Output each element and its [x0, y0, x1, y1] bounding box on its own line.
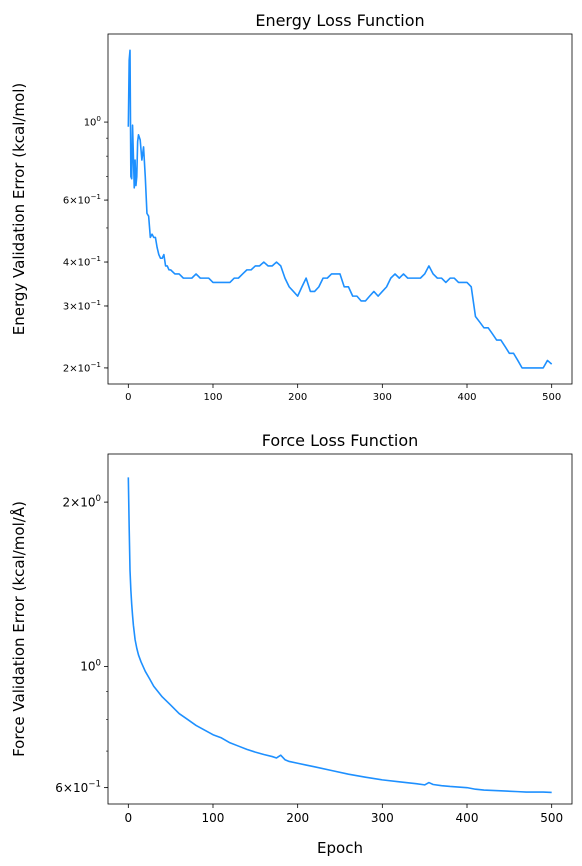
y-axis-label: Energy Validation Error (kcal/mol): [10, 83, 28, 335]
y-tick-exponent: −1: [88, 779, 101, 789]
force-chart: Force Loss Function Force Validation Erro…: [9, 431, 573, 857]
y-tick-mantissa: 6×: [63, 196, 78, 207]
series-line: [127, 49, 553, 369]
y-tick-exponent: −1: [90, 298, 101, 307]
x-tick-label: 500: [540, 811, 563, 825]
x-tick-label: 200: [288, 392, 307, 403]
y-tick-label: 3×10−1: [63, 298, 101, 313]
x-tick-label: 100: [203, 392, 222, 403]
y-tick-exponent: 0: [96, 494, 102, 504]
x-tick-label: 100: [202, 811, 225, 825]
y-tick-label: 4×10−1: [63, 254, 101, 269]
x-tick-label: 200: [286, 811, 309, 825]
y-axis-label: Force Validation Error (kcal/mol/Å): [9, 501, 28, 757]
y-tick-label: 6×10−1: [55, 779, 101, 794]
y-tick-base: 10: [78, 196, 91, 207]
chart-title: Energy Loss Function: [255, 11, 424, 30]
x-tick-label: 0: [125, 392, 131, 403]
y-tick-exponent: −1: [90, 360, 101, 369]
y-tick-base: 10: [78, 363, 91, 374]
y-tick-base: 10: [84, 118, 97, 129]
y-tick-base: 10: [73, 781, 88, 795]
x-tick-label: 500: [542, 392, 561, 403]
y-tick-base: 10: [80, 495, 95, 509]
x-tick-label: 300: [373, 392, 392, 403]
x-tick-label: 400: [457, 392, 476, 403]
y-tick-label: 100: [84, 114, 102, 128]
y-tick-mantissa: 2×: [63, 363, 78, 374]
y-tick-label: 100: [80, 658, 101, 673]
x-axis-label: Epoch: [317, 839, 363, 857]
chart-title: Force Loss Function: [262, 431, 419, 450]
y-tick-label: 6×10−1: [63, 192, 101, 207]
x-tick-label: 300: [371, 811, 394, 825]
y-tick-base: 10: [78, 301, 91, 312]
y-tick-label: 2×10−1: [63, 360, 101, 375]
y-tick-exponent: 0: [96, 658, 102, 668]
y-tick-base: 10: [80, 660, 95, 674]
y-tick-mantissa: 3×: [63, 301, 78, 312]
y-tick-mantissa: 2×: [63, 495, 81, 509]
y-tick-exponent: −1: [90, 192, 101, 201]
plot-frame: [107, 33, 573, 385]
y-tick-exponent: −1: [90, 254, 101, 263]
y-tick-mantissa: 6×: [55, 781, 73, 795]
series-line: [127, 477, 552, 794]
x-tick-label: 0: [125, 811, 133, 825]
y-tick-exponent: 0: [96, 114, 101, 123]
plot-frame: [107, 453, 573, 805]
y-tick-base: 10: [78, 258, 91, 269]
energy-chart: Energy Loss Function Energy Validation Er…: [10, 11, 573, 403]
y-tick-mantissa: 4×: [63, 258, 78, 269]
y-tick-label: 2×100: [63, 494, 101, 509]
x-tick-label: 400: [456, 811, 479, 825]
